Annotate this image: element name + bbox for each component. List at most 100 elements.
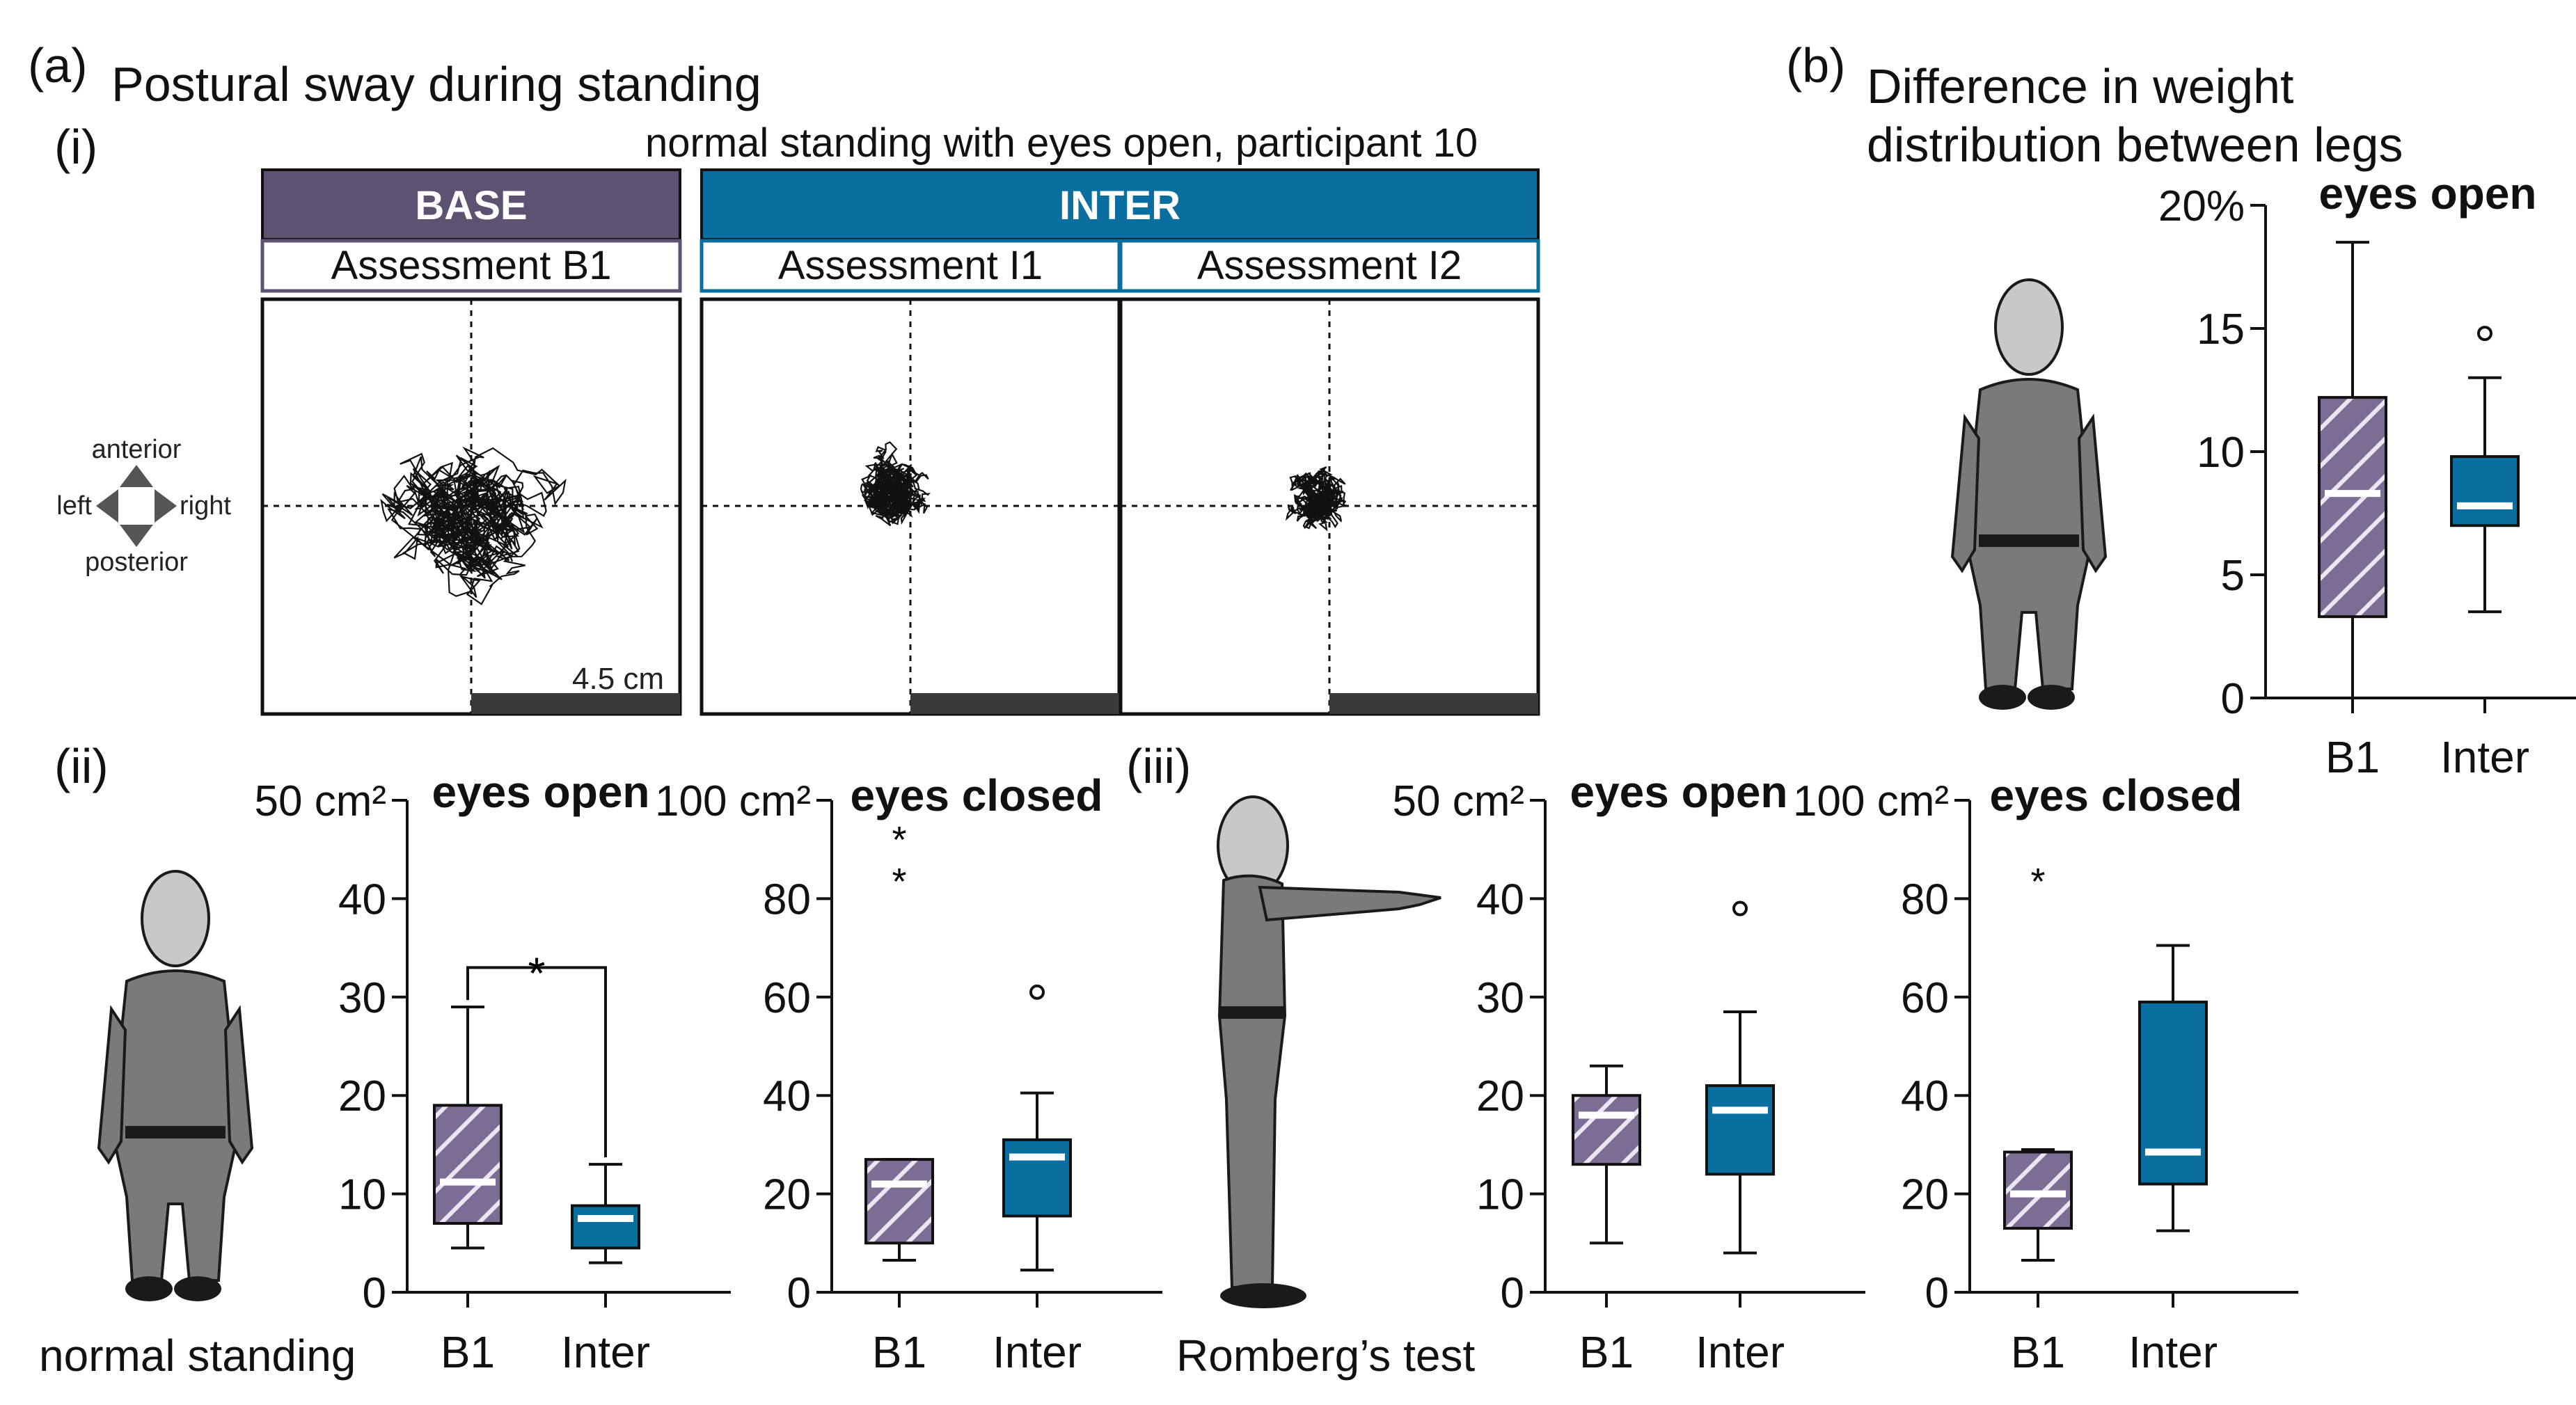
inter-header xyxy=(700,168,1540,241)
chart-title: eyes open xyxy=(432,767,649,817)
x-tick-label: Inter xyxy=(2440,732,2529,782)
chart-title: eyes closed xyxy=(851,770,1103,820)
box-b1 xyxy=(1572,1094,1641,1166)
chart-title: eyes open xyxy=(1570,767,1787,817)
y-tick-label: 40 xyxy=(763,1072,811,1120)
y-tick-label: 40 xyxy=(1476,875,1524,923)
chart-weight-distribution: 0 5 10 15 20% B1 Inter eyes open xyxy=(2158,168,2576,782)
dir-right: right xyxy=(180,491,231,521)
condition-label: normal standing with eyes open, particip… xyxy=(645,120,1478,166)
assess-i1-label: Assessment I1 xyxy=(778,243,1043,288)
y-tick-label: 80 xyxy=(1901,875,1949,923)
y-tick-label: 40 xyxy=(1901,1072,1949,1120)
y-tick-label: 10 xyxy=(2197,429,2245,477)
chart-title: eyes closed xyxy=(1990,770,2243,820)
box-b1 xyxy=(433,1104,503,1225)
box-b1 xyxy=(2318,396,2387,619)
outlier-point xyxy=(1732,900,1748,916)
y-tick-label: 50 cm² xyxy=(255,777,386,825)
box-inter xyxy=(2138,1000,2208,1186)
panel-a-ii-label: (ii) xyxy=(54,739,109,793)
panel-b-label: (b) xyxy=(1786,38,1846,93)
sway-trace-i1 xyxy=(860,441,931,527)
y-tick-label: 5 xyxy=(2221,552,2245,600)
base-header xyxy=(261,168,681,241)
y-tick-label: 80 xyxy=(763,875,811,923)
caption-normal-standing: normal standing xyxy=(39,1331,356,1381)
chart-romberg-eyes-open: 0 10 20 30 40 50 cm² B1 Inter eyes open xyxy=(1393,767,1865,1377)
y-tick-label: 0 xyxy=(1501,1269,1524,1317)
panel-a-i-label: (i) xyxy=(54,120,97,174)
y-tick-label: 10 xyxy=(1476,1171,1524,1219)
y-tick-label: 0 xyxy=(787,1269,811,1317)
box-inter xyxy=(2450,455,2520,527)
box-b1 xyxy=(2003,1150,2073,1230)
y-tick-label: 100 cm² xyxy=(655,777,811,825)
chart-normal-standing-eyes-open: 0 10 20 30 40 50 cm² B1 Inter eyes open * xyxy=(255,767,731,1377)
x-tick-label: B1 xyxy=(1579,1327,1634,1377)
x-tick-label: Inter xyxy=(1696,1327,1785,1377)
x-tick-label: Inter xyxy=(561,1327,650,1377)
x-tick-label: B1 xyxy=(2325,732,2380,782)
arrow-down-icon xyxy=(120,525,153,547)
panel-a-title: Postural sway during standing xyxy=(111,57,761,111)
chart-romberg-eyes-closed: 0 20 40 60 80 100 cm² B1 Inter eyes closed * xyxy=(1793,770,2298,1377)
outlier-point xyxy=(2477,326,2492,342)
y-tick-label: 60 xyxy=(1901,974,1949,1022)
romberg-figure xyxy=(1217,795,1441,1308)
y-tick-label: 100 cm² xyxy=(1793,777,1949,825)
sway-plot-i1 xyxy=(700,297,1121,716)
x-tick-label: B1 xyxy=(872,1327,926,1377)
y-tick-label: 20% xyxy=(2158,182,2245,230)
arrow-left-icon xyxy=(96,489,118,523)
y-tick-label: 0 xyxy=(363,1269,386,1317)
extreme-point: * xyxy=(2030,861,2045,903)
y-tick-label: 40 xyxy=(338,875,386,923)
assess-b1-box xyxy=(260,239,682,293)
box-b1 xyxy=(864,1158,934,1245)
y-tick-label: 10 xyxy=(338,1171,386,1219)
sway-trace-b1 xyxy=(380,446,567,605)
sway-plot-i2 xyxy=(1119,297,1540,716)
extreme-point: * xyxy=(892,819,906,861)
y-tick-label: 0 xyxy=(1925,1269,1949,1317)
y-tick-label: 0 xyxy=(2221,675,2245,723)
y-tick-label: 30 xyxy=(338,974,386,1022)
standing-figure-b xyxy=(1951,278,2107,711)
y-tick-label: 15 xyxy=(2197,305,2245,354)
box-inter xyxy=(571,1204,640,1250)
y-tick-label: 20 xyxy=(1901,1171,1949,1219)
y-tick-label: 20 xyxy=(338,1072,386,1120)
outlier-point xyxy=(1029,984,1045,1000)
y-tick-label: 20 xyxy=(763,1171,811,1219)
sway-trace-i2 xyxy=(1285,466,1347,532)
dir-left: left xyxy=(56,491,92,521)
scale-label: 4.5 cm xyxy=(572,662,664,696)
sway-plot-b1: 4.5 cm xyxy=(260,297,682,716)
dir-posterior: posterior xyxy=(85,548,188,577)
assess-b1-label: Assessment B1 xyxy=(331,243,612,288)
dir-anterior: anterior xyxy=(92,435,182,464)
inter-header-label: INTER xyxy=(1059,183,1180,228)
assess-i2-label: Assessment I2 xyxy=(1197,243,1462,288)
x-tick-label: B1 xyxy=(2011,1327,2065,1377)
x-tick-label: Inter xyxy=(993,1327,1082,1377)
y-tick-label: 30 xyxy=(1476,974,1524,1022)
y-tick-label: 20 xyxy=(1476,1072,1524,1120)
box-inter xyxy=(1705,1084,1775,1176)
box-inter xyxy=(1002,1138,1072,1218)
standing-figure-ii xyxy=(97,870,253,1303)
panel-a-iii-label: (iii) xyxy=(1126,739,1191,793)
panel-a-label: (a) xyxy=(28,38,88,93)
y-tick-label: 60 xyxy=(763,974,811,1022)
arrow-up-icon xyxy=(120,465,153,487)
significance-star: * xyxy=(528,948,546,998)
extreme-point: * xyxy=(892,861,906,903)
panel-b-title-2: distribution between legs xyxy=(1867,118,2403,172)
x-tick-label: B1 xyxy=(441,1327,495,1377)
arrow-right-icon xyxy=(155,489,177,523)
x-tick-label: Inter xyxy=(2128,1327,2218,1377)
caption-romberg: Romberg’s test xyxy=(1176,1331,1475,1381)
